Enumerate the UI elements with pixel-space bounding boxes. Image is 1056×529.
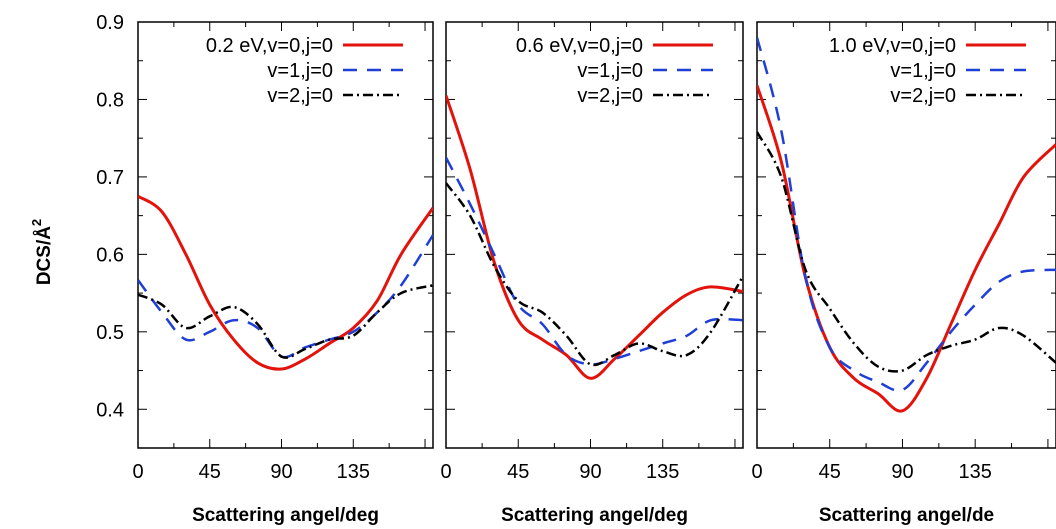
legend-label: v=2,j=0 [577,85,643,107]
y-axis [757,21,1056,449]
legend-label: v=2,j=0 [890,85,956,107]
series-line-v=1,j=0 [138,234,433,359]
legend-entry: v=2,j=0 [890,85,1026,107]
panel-3: 0 45 90 135 Scattering angel/de 1.0 eV,v=0,j=… [751,21,1056,526]
legend-label: 1.0 eV,v=0,j=0 [829,35,956,57]
legend-series-name: v=2,j=0 [890,85,956,107]
series-line-v=2,j=0 [757,131,1056,373]
series-line-v=2,j=0 [138,284,433,359]
x-axis-label: Scattering angel/deg [501,505,688,526]
y-tick-label: 0.6 [96,244,124,266]
y-tick-label: 0.4 [96,399,124,421]
x-tick-label: 45 [819,461,841,483]
legend-entry: v=1,j=0 [577,60,713,82]
legend-energy: 1.0 eV, [829,35,891,57]
legend-label: v=1,j=0 [890,60,956,82]
legend-entry: 0.2 eV,v=0,j=0 [206,35,403,57]
y-tick-label: 0.9 [96,12,124,34]
x-tick-label: 45 [199,461,221,483]
x-tick-label: 90 [270,461,292,483]
legend-series-name: v=1,j=0 [267,60,333,82]
y-tick-label: 0.5 [96,322,124,344]
legend-entry: v=2,j=0 [577,85,713,107]
y-axis-label-text: DCS/Å [34,226,55,285]
panel-2: 0 45 90 135 Scattering angel/deg 0.6 eV,v=0,j… [440,21,744,526]
series-line-v=2,j=0 [446,182,743,367]
y-axis-label: DCS/Å2 [29,219,55,285]
series-line-v=0,j=0 [757,85,1056,413]
legend: 0.2 eV,v=0,j=0 v=1,j=0 v=2,j=0 [206,35,403,107]
y-axis-label-superscript: 2 [29,219,44,226]
legend-series-name: v=2,j=0 [267,85,333,107]
y-axis: 0.4 0.5 0.6 0.7 0.8 0.9 [96,12,433,449]
x-tick-label: 135 [337,461,370,483]
legend-series-name: v=1,j=0 [577,60,643,82]
legend-series-name: v=0,j=0 [577,35,643,57]
legend-series-name: v=0,j=0 [890,35,956,57]
panel-1: 0 45 90 135 0.4 0.5 0.6 0.7 0.8 0.9 Scattering ang… [96,12,434,526]
legend: 1.0 eV,v=0,j=0 v=1,j=0 v=2,j=0 [829,35,1026,107]
legend-entry: 1.0 eV,v=0,j=0 [829,35,1026,57]
legend-label: v=2,j=0 [267,85,333,107]
y-axis [446,21,743,449]
legend-label: 0.2 eV,v=0,j=0 [206,35,333,57]
plot-frame [756,21,1056,449]
series-line-v=1,j=0 [757,37,1056,392]
x-axis-label: Scattering angel/deg [192,505,379,526]
series-group [757,37,1056,413]
x-tick-label: 0 [751,461,762,483]
x-tick-label: 0 [440,461,451,483]
legend-entry: 0.6 eV,v=0,j=0 [516,35,713,57]
legend-entry: v=1,j=0 [267,60,403,82]
y-tick-label: 0.7 [96,167,124,189]
legend-label: v=1,j=0 [267,60,333,82]
legend-label: 0.6 eV,v=0,j=0 [516,35,643,57]
legend-series-name: v=0,j=0 [267,35,333,57]
x-tick-label: 135 [646,461,679,483]
plot-frame [445,21,744,449]
legend-energy: 0.2 eV, [206,35,268,57]
legend: 0.6 eV,v=0,j=0 v=1,j=0 v=2,j=0 [516,35,713,107]
x-tick-label: 0 [132,461,143,483]
x-axis: 0 45 90 135 [440,22,736,483]
series-line-v=1,j=0 [446,156,743,366]
x-axis: 0 45 90 135 [132,22,426,483]
series-line-v=0,j=0 [138,194,433,371]
y-tick-label: 0.8 [96,89,124,111]
series-group [138,194,433,371]
legend-series-name: v=2,j=0 [577,85,643,107]
legend-entry: v=2,j=0 [267,85,403,107]
panels: 0 45 90 135 0.4 0.5 0.6 0.7 0.8 0.9 Scattering ang… [96,12,1056,526]
legend-entry: v=1,j=0 [890,60,1026,82]
x-axis-label: Scattering angel/de [819,505,994,526]
series-group [446,95,743,380]
legend-label: v=1,j=0 [577,60,643,82]
series-line-v=0,j=0 [446,95,743,380]
x-tick-label: 45 [507,461,529,483]
x-axis: 0 45 90 135 [751,22,1049,483]
x-tick-label: 90 [579,461,601,483]
legend-energy: 0.6 eV, [516,35,578,57]
x-tick-label: 90 [891,461,913,483]
x-tick-label: 135 [959,461,992,483]
legend-series-name: v=1,j=0 [890,60,956,82]
